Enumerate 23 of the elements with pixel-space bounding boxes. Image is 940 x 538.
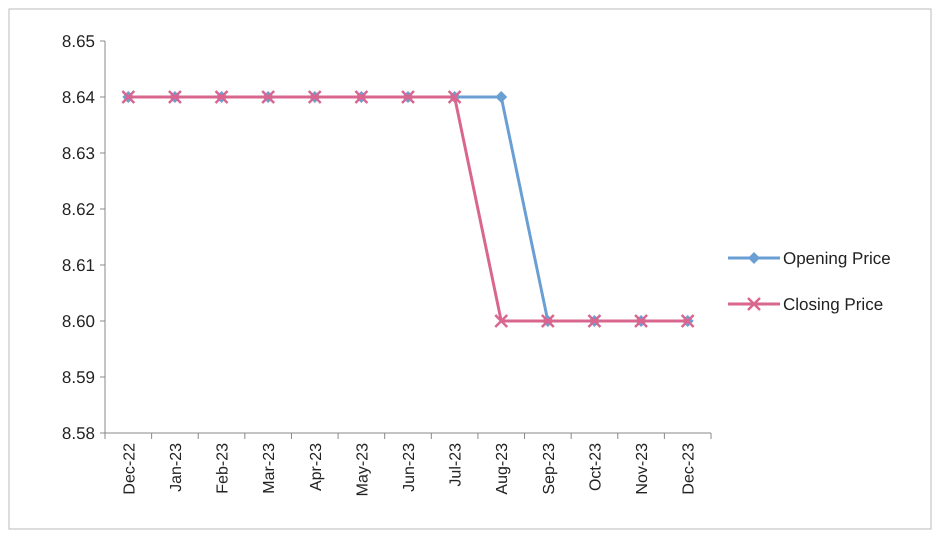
- x-tick-label: Mar-23: [261, 442, 278, 494]
- x-tick-label: Jul-23: [448, 442, 465, 487]
- y-tick-label: 8.65: [62, 32, 95, 51]
- x-tick-label: Nov-23: [634, 442, 652, 495]
- legend-label: Closing Price: [783, 294, 884, 314]
- y-tick-label: 8.60: [62, 312, 95, 331]
- y-tick-label: 8.64: [62, 88, 95, 107]
- x-tick-label: Jan-23: [168, 442, 185, 492]
- x-tick-label: Aug-23: [494, 442, 512, 495]
- y-tick-label: 8.62: [62, 200, 95, 219]
- x-tick-label: Oct-23: [587, 442, 604, 492]
- x-tick-label: Feb-23: [214, 442, 232, 494]
- legend-label: Opening Price: [783, 248, 891, 268]
- y-tick-label: 8.59: [62, 368, 95, 387]
- x-tick-label: May-23: [354, 442, 372, 496]
- y-tick-label: 8.63: [62, 144, 95, 163]
- x-tick-label: Dec-23: [680, 442, 698, 495]
- x-tick-label: Jun-23: [401, 442, 418, 492]
- x-tick-label: Dec-22: [121, 442, 138, 495]
- x-tick-label: Apr-23: [308, 442, 325, 492]
- y-tick-label: 8.58: [62, 424, 95, 443]
- y-tick-label: 8.61: [62, 256, 95, 275]
- x-tick-label: Sep-23: [540, 442, 558, 495]
